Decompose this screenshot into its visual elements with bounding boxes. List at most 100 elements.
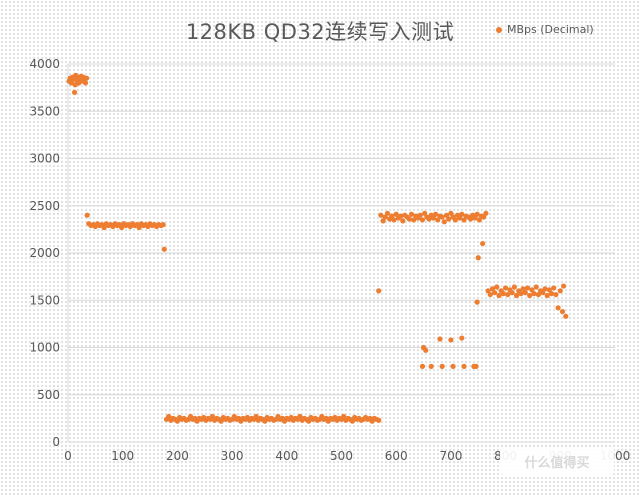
x-tick-label: 500 [330, 449, 353, 463]
y-tick-label: 3500 [29, 104, 60, 118]
data-point [349, 418, 356, 424]
data-point [408, 211, 415, 217]
data-point [376, 417, 382, 423]
data-point [435, 217, 441, 223]
data-point [253, 413, 259, 420]
data-point [382, 214, 388, 220]
data-point [524, 285, 531, 291]
data-point [461, 363, 467, 369]
data-point [384, 210, 391, 216]
data-point [467, 216, 474, 222]
data-point [378, 212, 384, 218]
data-point [459, 335, 465, 341]
data-point [439, 214, 445, 220]
data-point [489, 286, 496, 292]
data-point [393, 211, 399, 217]
data-point [417, 212, 423, 218]
data-point [533, 284, 539, 290]
data-point [529, 287, 535, 293]
data-point [101, 224, 107, 231]
data-point [174, 418, 180, 424]
data-point [448, 210, 454, 216]
data-point [443, 212, 450, 218]
data-point [520, 286, 526, 292]
y-tick-label: 1000 [29, 341, 60, 355]
data-point [535, 291, 542, 298]
y-tick-label: 4000 [29, 57, 60, 71]
data-point [511, 284, 517, 290]
data-point [527, 292, 533, 299]
data-point [432, 211, 439, 217]
chart-title: 128KB QD32连续写入测试 [185, 20, 455, 44]
data-point [492, 290, 498, 296]
data-point [531, 291, 537, 297]
legend-marker [496, 26, 502, 33]
x-tick-label: 0 [64, 449, 72, 463]
data-point [218, 418, 224, 424]
data-point [439, 363, 445, 369]
data-point [557, 288, 563, 294]
data-point [400, 218, 406, 224]
data-point [459, 211, 465, 217]
data-point [209, 413, 216, 420]
data-point [380, 218, 386, 224]
data-point [448, 337, 454, 343]
x-tick-label: 300 [221, 449, 244, 463]
data-point [341, 413, 347, 420]
data-point [376, 288, 382, 294]
data-point [297, 413, 303, 420]
data-point [83, 75, 90, 81]
y-tick-label: 1500 [29, 293, 60, 307]
data-point [457, 215, 463, 221]
data-point [544, 292, 550, 299]
data-point [551, 285, 557, 291]
data-point [518, 291, 524, 297]
data-point [487, 291, 493, 298]
data-point [166, 413, 172, 420]
data-point [391, 217, 397, 223]
data-point [446, 216, 452, 222]
data-point [389, 213, 395, 219]
data-point [553, 291, 559, 298]
data-point [161, 246, 167, 252]
data-point [84, 212, 90, 218]
x-tick-label: 700 [439, 449, 462, 463]
y-tick-label: 0 [52, 435, 60, 449]
data-point [473, 363, 479, 369]
data-point [422, 210, 428, 216]
watermark: 什么值得买 [500, 447, 614, 475]
data-point [419, 217, 426, 223]
data-point [450, 363, 456, 369]
data-point [428, 363, 434, 369]
data-point [496, 292, 502, 299]
data-point [503, 285, 509, 291]
data-point [437, 336, 443, 342]
data-point [560, 283, 567, 289]
data-point [485, 288, 491, 294]
data-point [461, 217, 467, 223]
data-point [136, 224, 142, 231]
data-point [472, 215, 478, 221]
data-point [500, 291, 507, 297]
data-point [505, 291, 511, 298]
data-point [481, 214, 487, 220]
data-point [474, 299, 480, 305]
data-point [426, 216, 432, 222]
data-point [397, 213, 404, 219]
data-point [513, 292, 520, 299]
data-point [430, 215, 436, 221]
data-point [483, 210, 489, 216]
data-point [160, 222, 166, 228]
data-point [542, 286, 548, 292]
legend-label: MBps (Decimal) [507, 23, 594, 36]
data-point [540, 290, 546, 296]
data-point [546, 287, 552, 293]
data-point [406, 216, 412, 222]
data-point [475, 255, 481, 261]
data-point [71, 89, 78, 95]
data-point [563, 313, 569, 319]
y-tick-label: 2000 [29, 246, 60, 260]
data-point [548, 291, 555, 297]
